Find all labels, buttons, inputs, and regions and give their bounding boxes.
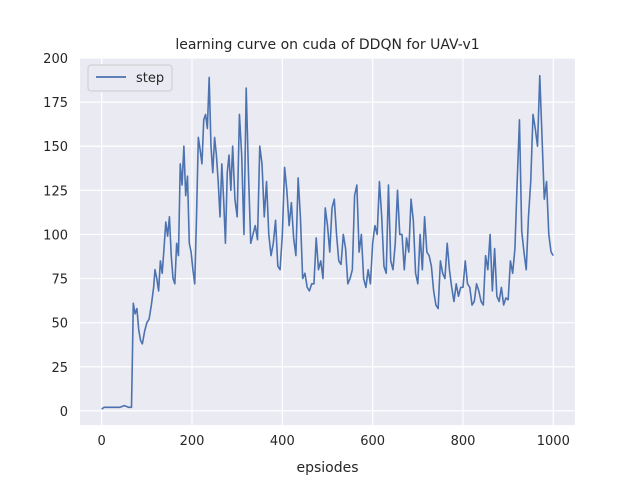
x-tick-label: 0	[98, 434, 106, 449]
y-tick-label: 125	[43, 184, 68, 199]
x-tick-label: 400	[270, 434, 295, 449]
chart-title: learning curve on cuda of DDQN for UAV-v…	[175, 37, 479, 53]
x-axis-label: epsiodes	[296, 460, 358, 476]
y-tick-label: 175	[43, 96, 68, 111]
series-layer	[101, 74, 554, 410]
y-tick-label: 0	[60, 405, 68, 420]
x-tick-label: 800	[451, 434, 476, 449]
y-tick-labels: 0 25 50 75 100 125 150 175 200	[43, 52, 68, 420]
y-tick-label: 200	[43, 52, 68, 67]
y-tick-label: 50	[51, 317, 68, 332]
plot-background	[80, 58, 575, 425]
x-tick-labels: 0 200 400 600 800 1000	[98, 434, 570, 449]
y-tick-label: 75	[51, 273, 68, 288]
x-tick-label: 600	[360, 434, 385, 449]
y-tick-label: 100	[43, 228, 68, 243]
series-line-step	[101, 74, 554, 410]
gridlines	[80, 57, 575, 425]
y-tick-label: 150	[43, 140, 68, 155]
x-tick-label: 1000	[537, 434, 570, 449]
legend: step	[87, 64, 173, 92]
x-tick-label: 200	[180, 434, 205, 449]
legend-label-step: step	[136, 71, 164, 86]
y-tick-label: 25	[51, 361, 68, 376]
legend-box	[87, 64, 173, 92]
